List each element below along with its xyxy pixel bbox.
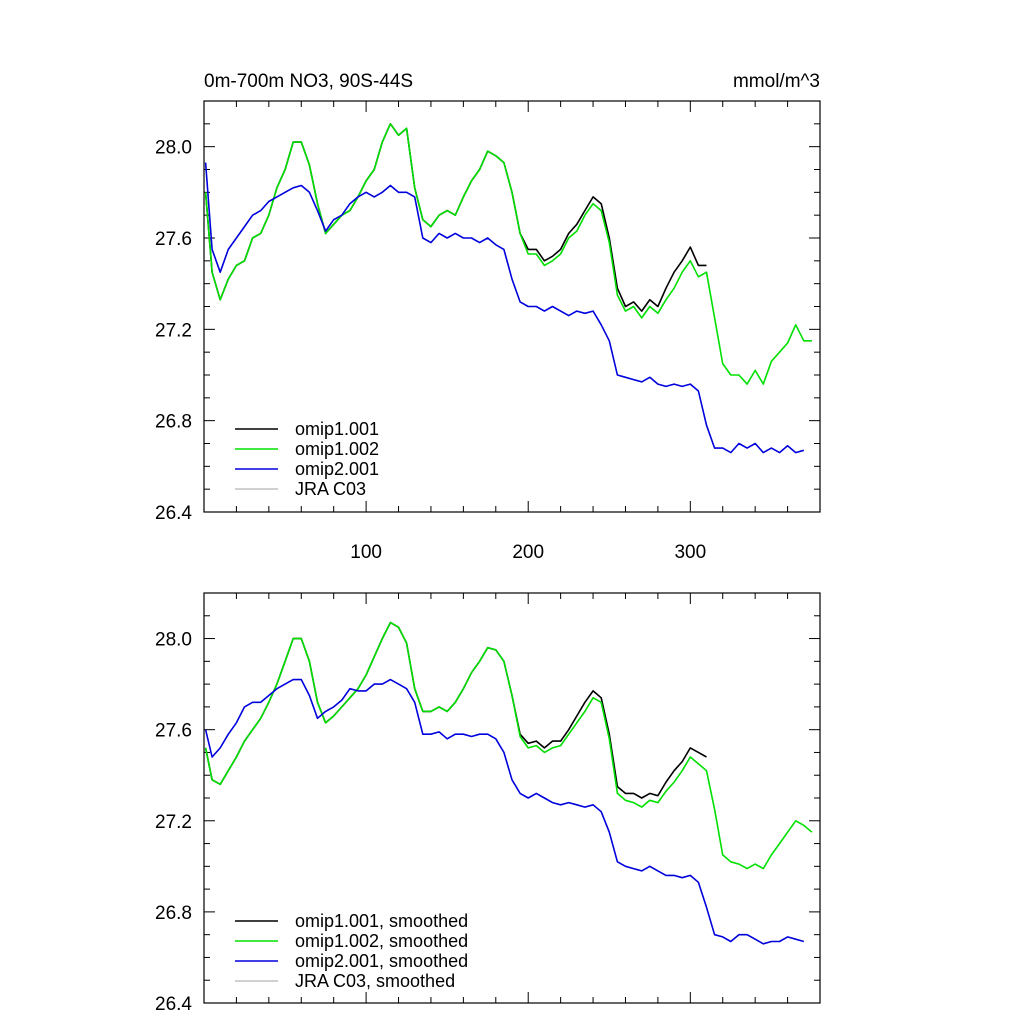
legend-label: omip2.001 — [295, 459, 379, 479]
legend-label: omip1.002 — [295, 439, 379, 459]
y-tick-label: 28.0 — [155, 138, 192, 159]
chart-title: 0m-700m NO3, 90S-44S — [204, 71, 413, 92]
y-tick-label: 26.4 — [155, 994, 192, 1015]
units-label: mmol/m^3 — [733, 71, 820, 92]
legend-label: JRA C03 — [295, 479, 366, 499]
legend-label: omip1.002, smoothed — [295, 931, 468, 951]
top-panel: 26.4 26.8 27.2 27.6 28.0 100 200 300 0m-700m NO3… — [155, 71, 821, 563]
series-line-omip1-001 — [204, 123, 707, 312]
y-tick-label: 26.8 — [155, 903, 192, 924]
legend-label: omip2.001, smoothed — [295, 951, 468, 971]
y-tick-label: 26.4 — [155, 503, 192, 524]
series-line-omip1-001-smoothed — [204, 621, 707, 799]
y-tick-label: 27.6 — [155, 721, 192, 742]
y-tick-label: 26.8 — [155, 412, 192, 433]
legend-label: JRA C03, smoothed — [295, 971, 455, 991]
series-line-omip1-002-smoothed — [204, 621, 813, 870]
y-tick-label: 27.6 — [155, 229, 192, 250]
y-tick-label: 27.2 — [155, 320, 192, 341]
x-tick-label: 300 — [674, 542, 706, 563]
x-tick-label: 100 — [350, 542, 382, 563]
x-tick-label: 200 — [512, 542, 544, 563]
series-line-omip2-001 — [204, 162, 805, 454]
series-line-omip1-002 — [204, 123, 812, 385]
y-tick-label: 27.2 — [155, 812, 192, 833]
series-line-omip2-001-smoothed — [204, 678, 805, 945]
legend-label: omip1.001 — [295, 419, 379, 439]
y-tick-label: 28.0 — [155, 630, 192, 651]
legend-label: omip1.001, smoothed — [295, 911, 468, 931]
